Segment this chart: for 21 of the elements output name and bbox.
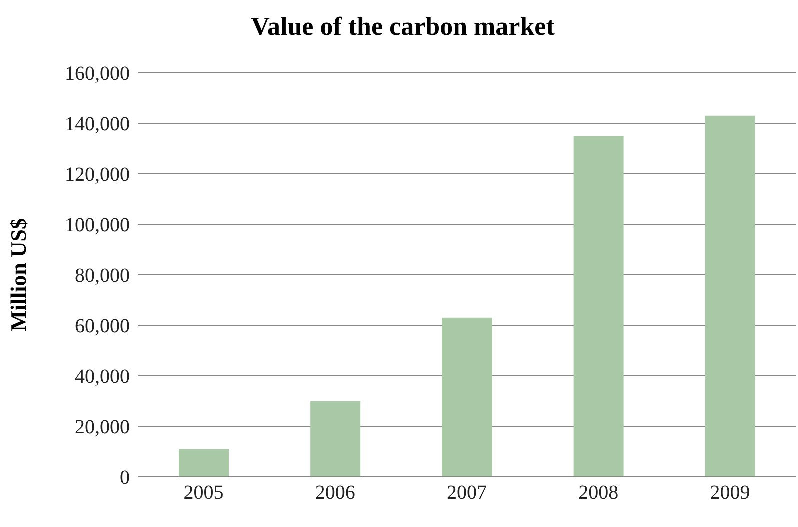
- y-axis-title: Million US$: [6, 218, 31, 332]
- y-tick-label: 20,000: [75, 416, 130, 439]
- bar: [705, 116, 756, 477]
- x-tick-label: 2009: [710, 482, 750, 504]
- bar: [310, 401, 361, 477]
- bar: [574, 136, 624, 477]
- x-tick-label: 2005: [184, 482, 224, 504]
- chart-title: Value of the carbon market: [250, 12, 556, 42]
- y-tick-label: 40,000: [75, 366, 130, 388]
- x-tick-label: 2006: [315, 482, 356, 504]
- y-tick-label: 140,000: [65, 114, 130, 136]
- y-tick-label: 100,000: [65, 214, 130, 237]
- y-tick-label: 60,000: [75, 316, 130, 338]
- y-tick-label: 0: [120, 467, 130, 490]
- bar: [179, 449, 229, 477]
- y-tick-label: 120,000: [65, 164, 130, 186]
- y-tick-label: 80,000: [75, 265, 130, 288]
- x-tick-label: 2008: [578, 482, 619, 504]
- y-tick-label: 160,000: [65, 63, 130, 86]
- x-tick-label: 2007: [447, 482, 487, 504]
- bar: [442, 318, 492, 477]
